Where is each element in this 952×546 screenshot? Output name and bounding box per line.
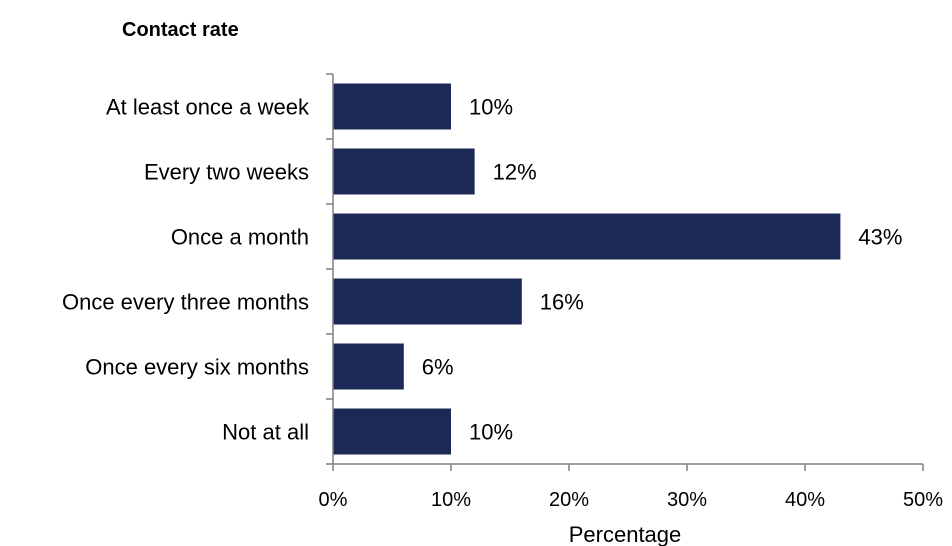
value-label-3: 16% xyxy=(540,290,584,315)
x-tick-label-0: 0% xyxy=(319,489,348,511)
x-axis-title: Percentage xyxy=(569,522,682,546)
value-label-1: 12% xyxy=(493,160,537,185)
category-label-3: Once every three months xyxy=(62,290,309,315)
category-label-4: Once every six months xyxy=(85,355,309,380)
x-tick-label-3: 30% xyxy=(667,489,707,511)
x-tick-label-1: 10% xyxy=(431,489,471,511)
bar-1 xyxy=(333,148,475,195)
bar-5 xyxy=(333,408,451,455)
bar-0 xyxy=(333,83,451,130)
category-label-5: Not at all xyxy=(222,420,309,445)
category-label-2: Once a month xyxy=(171,225,309,250)
bar-3 xyxy=(333,278,522,325)
chart-title: Contact rate xyxy=(122,19,239,41)
bar-2 xyxy=(333,213,841,260)
axes-layer: 0% 10% 20% 30% 40% 50% xyxy=(319,73,943,511)
category-label-1: Every two weeks xyxy=(144,160,309,185)
x-tick-label-2: 20% xyxy=(549,489,589,511)
value-label-2: 43% xyxy=(858,225,902,250)
category-label-0: At least once a week xyxy=(106,95,310,120)
bar-4 xyxy=(333,343,404,390)
x-tick-label-5: 50% xyxy=(903,489,943,511)
bars-layer: At least once a week 10% Every two weeks 12… xyxy=(62,83,902,455)
value-label-0: 10% xyxy=(469,95,513,120)
x-tick-label-4: 40% xyxy=(785,489,825,511)
value-label-5: 10% xyxy=(469,420,513,445)
value-label-4: 6% xyxy=(422,355,454,380)
